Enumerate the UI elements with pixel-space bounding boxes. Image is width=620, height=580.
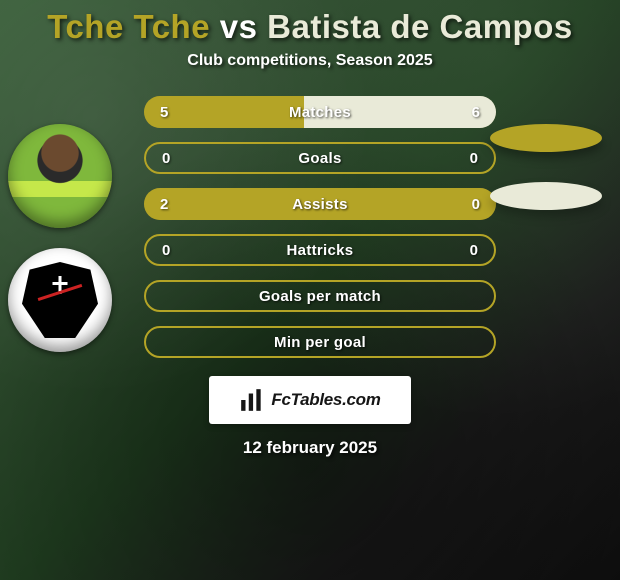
stat-label: Min per goal (146, 328, 494, 356)
stat-row: 0Goals0 (144, 142, 496, 174)
player2-token (490, 182, 602, 210)
stat-label: Goals per match (146, 282, 494, 310)
title-player1: Tche Tche (47, 8, 210, 45)
title-player2: Batista de Campos (267, 8, 573, 45)
comparison-card: Tche Tche vs Batista de Campos Club comp… (0, 0, 620, 580)
source-badge-text: FcTables.com (271, 390, 380, 410)
title-vs: vs (220, 8, 258, 45)
source-badge[interactable]: FcTables.com (209, 376, 411, 424)
stat-row: 2Assists0 (144, 188, 496, 220)
avatar-column (8, 124, 112, 352)
subtitle: Club competitions, Season 2025 (187, 52, 432, 70)
player2-avatar (8, 248, 112, 352)
stat-value-right: 0 (470, 144, 478, 172)
stat-row: 0Hattricks0 (144, 234, 496, 266)
stat-row: Goals per match (144, 280, 496, 312)
club-crest-icon (22, 262, 98, 338)
stat-label: Goals (146, 144, 494, 172)
stat-row: 5Matches6 (144, 96, 496, 128)
stat-value-right: 6 (472, 96, 480, 128)
legend-tokens (490, 124, 602, 210)
date-label: 12 february 2025 (243, 438, 377, 458)
page-title: Tche Tche vs Batista de Campos (47, 8, 572, 46)
stat-row: Min per goal (144, 326, 496, 358)
player1-token (490, 124, 602, 152)
stat-label: Assists (144, 188, 496, 220)
player1-avatar (8, 124, 112, 228)
stat-value-right: 0 (472, 188, 480, 220)
stat-value-right: 0 (470, 236, 478, 264)
stats-list: 5Matches60Goals02Assists00Hattricks0Goal… (144, 96, 496, 358)
stat-label: Hattricks (146, 236, 494, 264)
bar-chart-icon (239, 387, 265, 413)
stat-label: Matches (144, 96, 496, 128)
